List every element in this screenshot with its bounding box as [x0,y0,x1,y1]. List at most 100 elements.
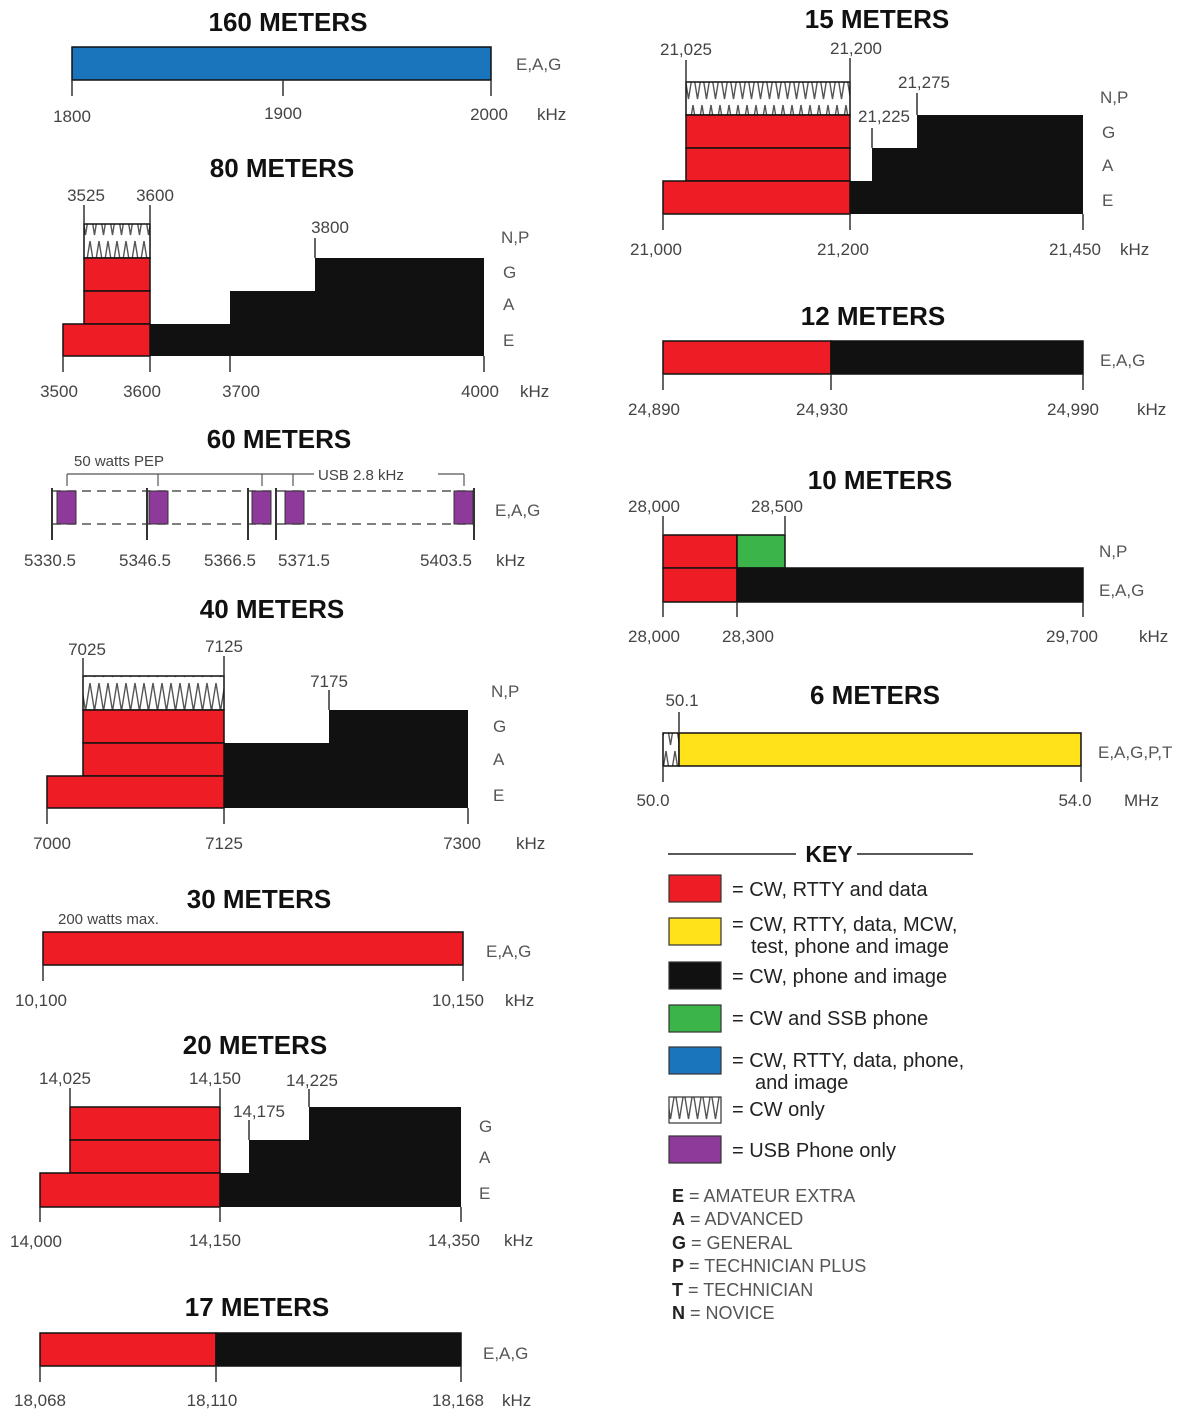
band-80m: 80 METERS 3525 3600 3800 N,P G A E 3500 … [40,153,549,401]
segment-cw-rtty-data [46,775,225,809]
band-160m: 160 METERS E,A,G 1800 1900 2000 kHz [53,7,566,126]
segment-cw-rtty-data [83,257,151,292]
edge-label: 3800 [311,218,349,237]
legend-swatch-green [668,1004,722,1033]
freq-tick-label: 4000 [461,382,499,401]
freq-tick-label: 21,450 [1049,240,1101,259]
abbreviation-row: N = NOVICE [672,1303,775,1323]
level-label: A [1102,156,1114,175]
legend-swatch-hatch [668,1096,722,1124]
channel-usb-phone [284,490,305,525]
unit-label: kHz [1120,240,1149,259]
freq-tick-label: 14,000 [10,1232,62,1251]
freq-tick-label: 7300 [443,834,481,853]
legend-item: = CW, RTTY, data, phone, and image [668,1046,964,1094]
freq-tick-label: 3500 [40,382,78,401]
legend-label: and image [755,1072,848,1094]
unit-label: kHz [520,382,549,401]
band-title: 160 METERS [209,7,368,37]
level-label: E [479,1184,490,1203]
level-label: E [503,331,514,350]
segment-cw-rtty-data [662,534,738,569]
level-label: A [503,295,515,314]
band-6m: 6 METERS 50.1 E,A,G,P,T 50.0 54.0 MHz [636,680,1172,810]
edge-label: 7125 [205,637,243,656]
legend-item: = CW, RTTY, data, MCW, test, phone and i… [668,914,957,958]
freq-tick-label: 28,300 [722,627,774,646]
freq-tick-label: 1800 [53,107,91,126]
freq-tick-label: 3600 [123,382,161,401]
freq-tick-label: 5346.5 [119,551,171,570]
unit-label: kHz [1137,400,1166,419]
freq-tick-label: 18,068 [14,1391,66,1410]
segment-cw-only [662,732,680,767]
unit-label: kHz [505,991,534,1010]
segment-cw-phone-image [224,710,468,808]
legend-label: = CW only [732,1099,825,1121]
band-12m: 12 METERS E,A,G 24,890 24,930 24,990 kHz [628,301,1166,419]
band-title: 15 METERS [805,4,950,34]
edge-label: 7025 [68,640,106,659]
unit-label: kHz [504,1231,533,1250]
edge-label: 28,000 [628,497,680,516]
freq-tick-label: 54.0 [1058,791,1091,810]
edge-label: 14,175 [233,1102,285,1121]
edge-label: 21,200 [830,39,882,58]
band-40m: 40 METERS 7025 7125 7175 N,P G A E 7000 … [33,594,545,853]
segment-cw-rtty-data [82,742,225,777]
segment-cw-rtty-data [662,567,738,603]
legend-label: = CW, RTTY, data, MCW, [732,914,957,936]
freq-tick-label: 14,350 [428,1231,480,1250]
segment-cw-ssb-phone [736,534,786,569]
edge-label: 21,225 [858,107,910,126]
abbreviation-row: G = GENERAL [672,1233,793,1253]
band-title: 60 METERS [207,424,352,454]
level-label: A [479,1148,491,1167]
freq-tick-label: 7125 [205,834,243,853]
edge-label: 14,150 [189,1069,241,1088]
band-title: 30 METERS [187,884,332,914]
freq-tick-label: 5371.5 [278,551,330,570]
segment-cw-phone-image [215,1332,462,1367]
segment-cw-rtty-data-phone-image [71,46,492,81]
unit-label: kHz [502,1391,531,1410]
edge-label: 14,225 [286,1071,338,1090]
segment-cw-only [83,223,151,259]
freq-tick-label: 29,700 [1046,627,1098,646]
segment-cw-rtty-data [685,114,851,149]
legend-label: = USB Phone only [732,1140,896,1162]
freq-tick-label: 24,930 [796,400,848,419]
band-10m: 10 METERS 28,000 28,500 N,P E,A,G 28,000… [628,465,1168,646]
license-classes: E,A,G,P,T [1098,743,1172,762]
freq-tick-label: 18,168 [432,1391,484,1410]
legend-label: = CW, RTTY, data, phone, [732,1050,964,1072]
channel-usb-phone [148,490,169,525]
level-label: E [493,786,504,805]
segment-cw-phone-image [220,1107,461,1207]
band-title: 12 METERS [801,301,946,331]
level-label: G [479,1117,492,1136]
license-classes: E,A,G [486,942,531,961]
freq-tick-label: 18,110 [187,1391,238,1410]
legend-label: = CW, phone and image [732,966,947,988]
segment-cw-rtty-data [662,180,851,215]
edge-label: 21,025 [660,40,712,59]
freq-tick-label: 24,890 [628,400,680,419]
channel-usb-phone [453,490,474,525]
freq-tick-label: 5330.5 [24,551,76,570]
edge-label: 50.1 [665,691,698,710]
license-abbreviations: E = AMATEUR EXTRA A = ADVANCED G = GENER… [672,1186,866,1323]
band-title: 20 METERS [183,1030,328,1060]
freq-tick-label: 7000 [33,834,71,853]
unit-label: kHz [496,551,525,570]
band-title: 40 METERS [200,594,345,624]
band-15m: 15 METERS 21,025 21,200 21,275 21,225 N,… [630,4,1149,259]
freq-tick-label: 1900 [264,104,302,123]
band-30m: 30 METERS 200 watts max. E,A,G 10,100 10… [15,884,534,1010]
power-note: 50 watts PEP [74,453,164,470]
band-60m: 60 METERS 50 watts PEP USB 2.8 kHz E,A,G… [24,424,540,570]
legend: KEY = CW, RTTY and data = CW, RTTY, data… [668,841,973,1323]
edge-label: 28,500 [751,497,803,516]
segment-cw-phone-image [736,567,1084,603]
segment-cw-rtty-data [39,1172,221,1208]
